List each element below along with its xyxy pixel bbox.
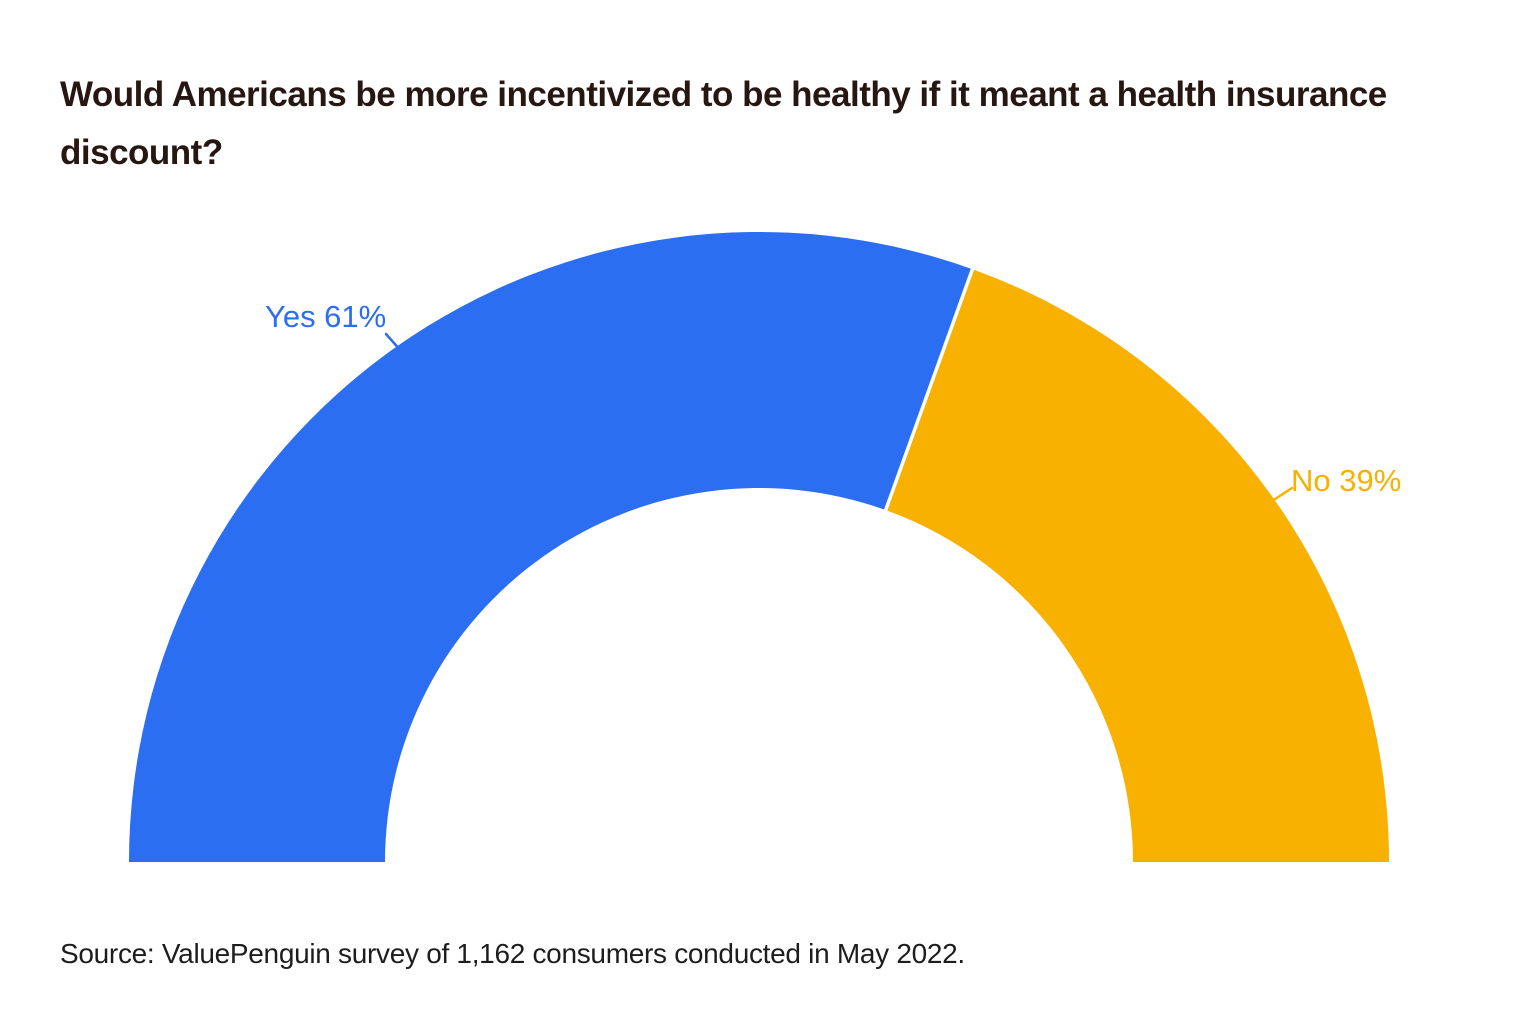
no-leader-line: [1270, 486, 1294, 503]
label-no: No 39%: [1291, 463, 1402, 498]
slice-divider: [882, 264, 976, 515]
yes-leader-line: [384, 332, 403, 353]
slice-dividers: [882, 264, 976, 515]
donut-slice-yes[interactable]: [129, 231, 973, 862]
label-yes: Yes 61%: [265, 299, 387, 334]
donut-slices: [129, 231, 1389, 862]
source-note: Source: ValuePenguin survey of 1,162 con…: [60, 938, 965, 969]
donut-slice-no[interactable]: [885, 269, 1389, 862]
chart-title: Would Americans be more incentivized to …: [60, 75, 1387, 172]
